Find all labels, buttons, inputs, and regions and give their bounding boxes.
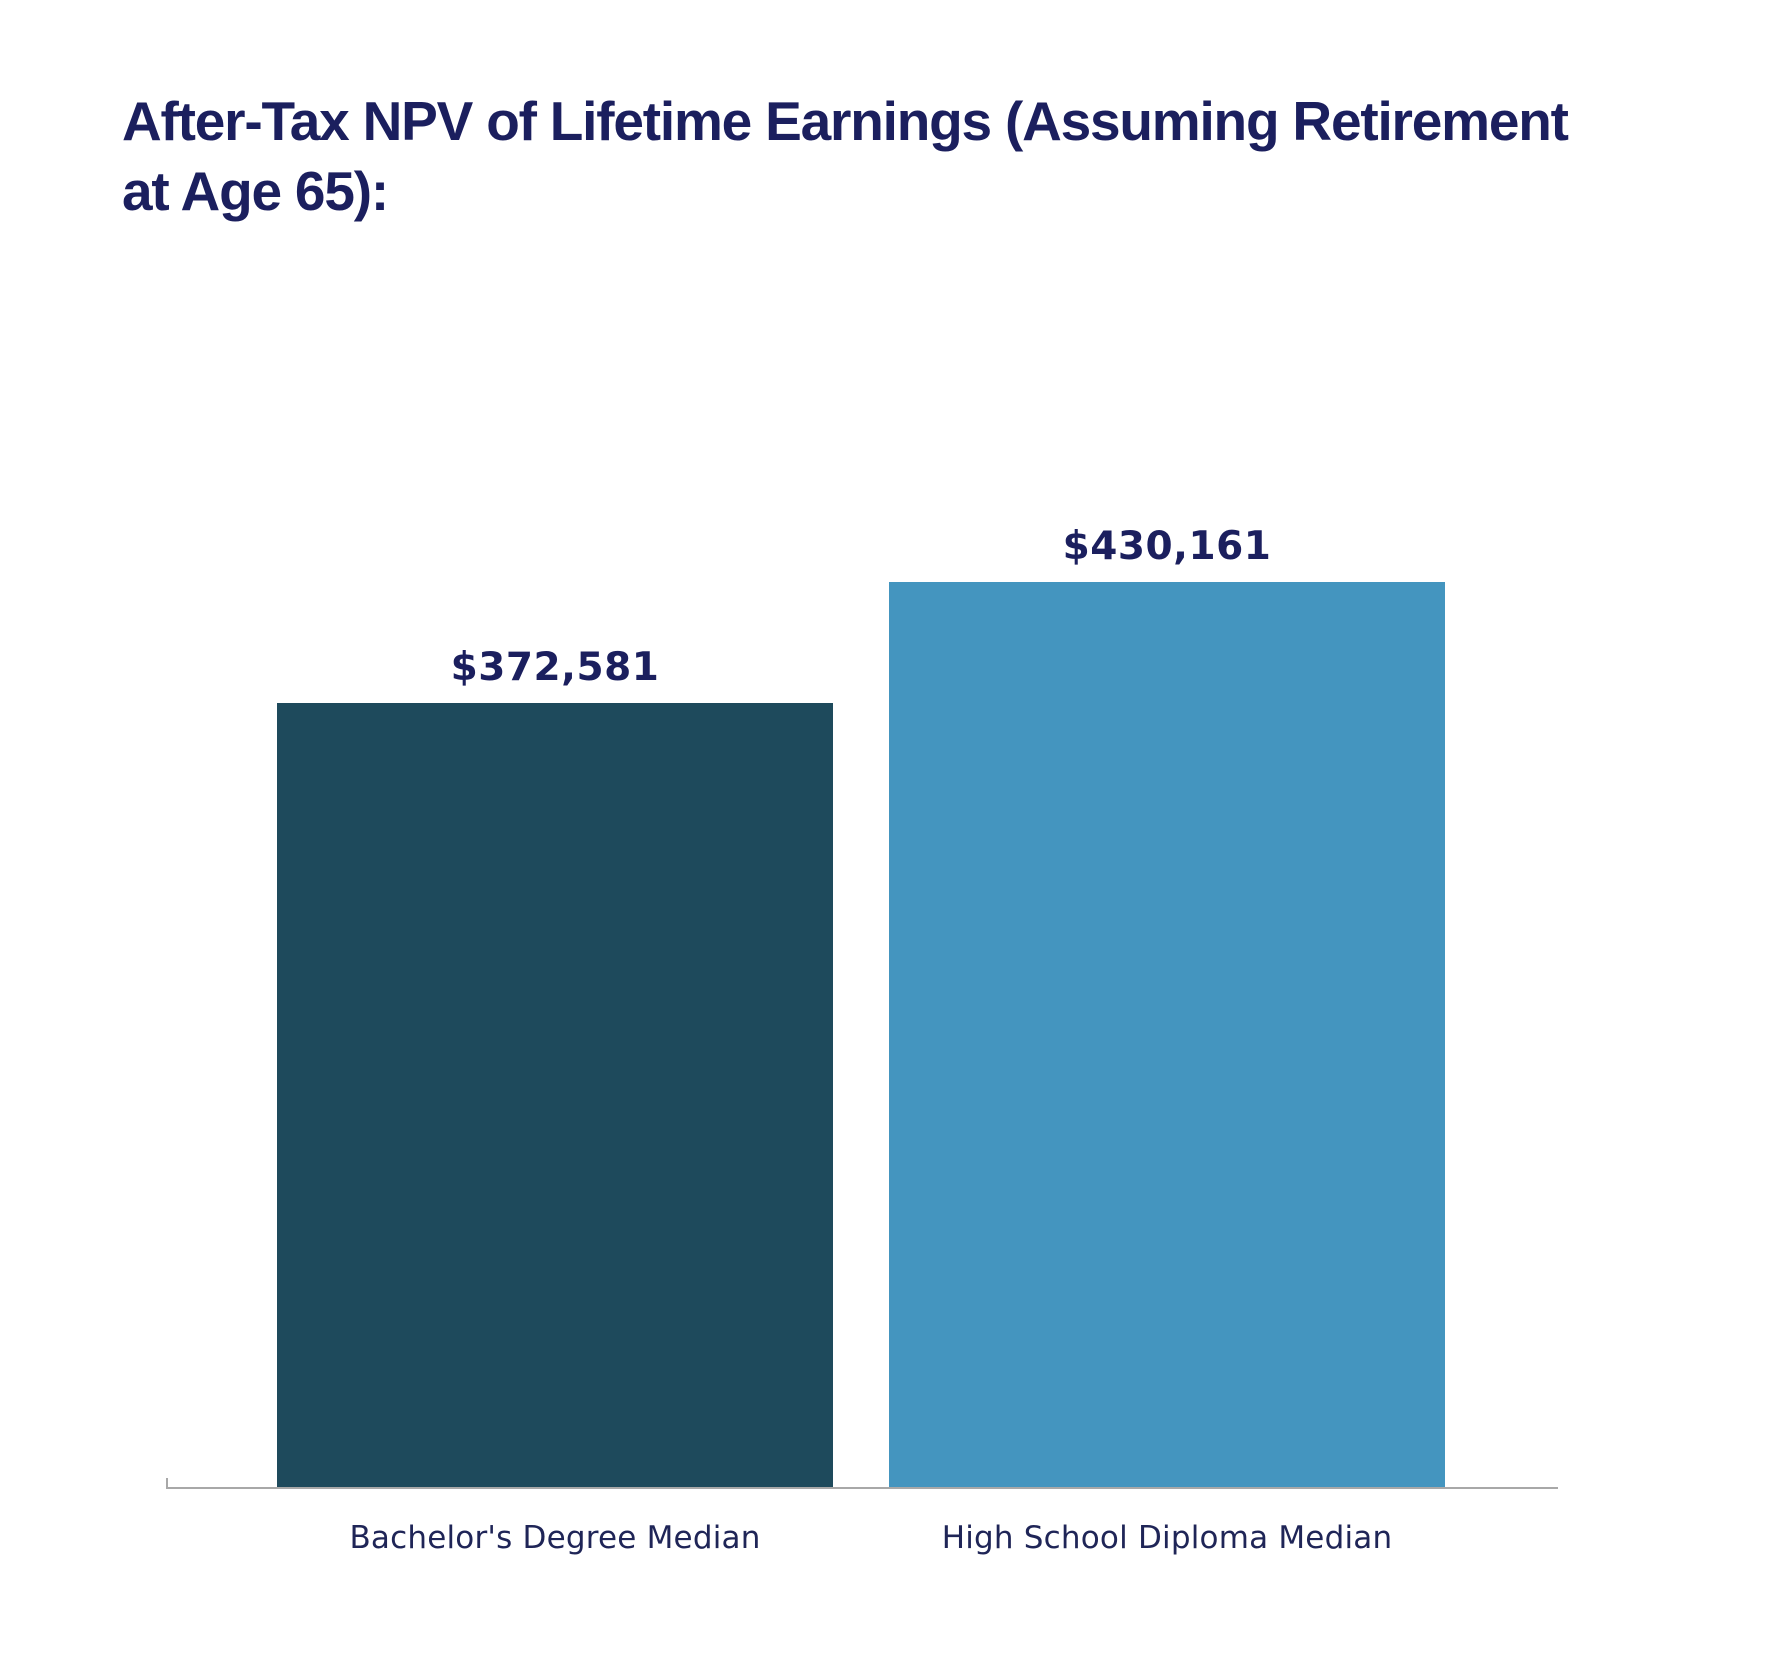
bar-value-label: $372,581 bbox=[450, 645, 660, 690]
x-axis-baseline bbox=[166, 1487, 1558, 1489]
chart-title-line-2: at Age 65): bbox=[122, 160, 389, 222]
x-axis-category-label: Bachelor's Degree Median bbox=[349, 1520, 761, 1556]
chart-title-line-1: After-Tax NPV of Lifetime Earnings (Assu… bbox=[122, 90, 1569, 152]
bar-high-school-diploma-median bbox=[889, 582, 1445, 1488]
bar-value-label: $430,161 bbox=[1062, 524, 1272, 569]
x-axis-tick bbox=[166, 1478, 168, 1488]
x-axis-category-label: High School Diploma Median bbox=[941, 1520, 1393, 1556]
bar-bachelors-degree-median bbox=[277, 703, 833, 1488]
chart-title: After-Tax NPV of Lifetime Earnings (Assu… bbox=[122, 86, 1622, 226]
